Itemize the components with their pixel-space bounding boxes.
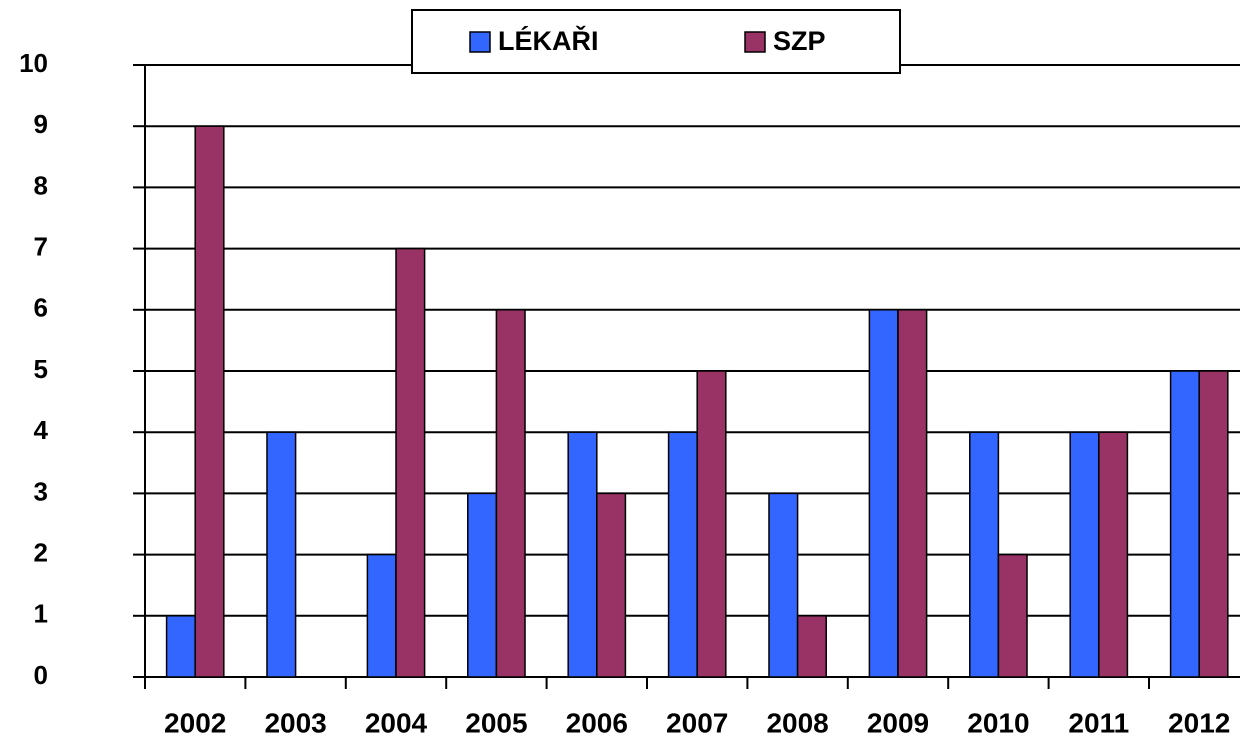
bar bbox=[395, 247, 426, 678]
legend-label: LÉKAŘI bbox=[498, 25, 599, 56]
y-tick-label: 2 bbox=[34, 537, 48, 567]
bar bbox=[596, 492, 627, 678]
x-tick-label: 2002 bbox=[164, 707, 226, 738]
bar bbox=[768, 492, 799, 678]
y-tick-label: 3 bbox=[34, 476, 48, 506]
legend-swatch bbox=[744, 31, 766, 53]
x-tick-label: 2005 bbox=[465, 707, 527, 738]
x-tick-label: 2012 bbox=[1168, 707, 1230, 738]
x-tick-label: 2007 bbox=[666, 707, 728, 738]
bar bbox=[696, 370, 727, 678]
x-tick-label: 2009 bbox=[867, 707, 929, 738]
bar bbox=[366, 553, 397, 678]
bar bbox=[266, 431, 297, 678]
x-tick-label: 2004 bbox=[365, 707, 428, 738]
bar bbox=[1098, 431, 1129, 678]
y-tick-label: 7 bbox=[34, 231, 48, 261]
y-tick-label: 4 bbox=[34, 415, 49, 445]
bar bbox=[1069, 431, 1100, 678]
bar bbox=[194, 125, 225, 678]
y-tick-label: 8 bbox=[34, 170, 48, 200]
bar bbox=[897, 309, 928, 678]
legend-box bbox=[411, 9, 901, 74]
y-tick-label: 9 bbox=[34, 109, 48, 139]
bar bbox=[667, 431, 698, 678]
y-tick-label: 5 bbox=[34, 354, 48, 384]
y-tick-label: 1 bbox=[34, 599, 48, 629]
y-tick-label: 0 bbox=[34, 660, 48, 690]
x-tick-label: 2003 bbox=[264, 707, 326, 738]
x-tick-label: 2011 bbox=[1068, 707, 1129, 738]
x-tick-label: 2008 bbox=[766, 707, 828, 738]
bar bbox=[1198, 370, 1229, 678]
bar bbox=[495, 309, 526, 678]
bar bbox=[796, 615, 827, 678]
x-tick-label: 2006 bbox=[566, 707, 628, 738]
bar bbox=[1169, 370, 1200, 678]
legend-swatch bbox=[469, 31, 491, 53]
bar bbox=[567, 431, 598, 678]
bar bbox=[868, 309, 899, 678]
bar bbox=[467, 492, 498, 678]
legend-label: SZP bbox=[773, 26, 826, 56]
x-tick-label: 2010 bbox=[967, 707, 1029, 738]
bar bbox=[969, 431, 1000, 678]
bar bbox=[165, 615, 196, 678]
y-tick-label: 6 bbox=[34, 293, 48, 323]
bar bbox=[997, 553, 1028, 678]
y-tick-label: 10 bbox=[19, 48, 48, 78]
